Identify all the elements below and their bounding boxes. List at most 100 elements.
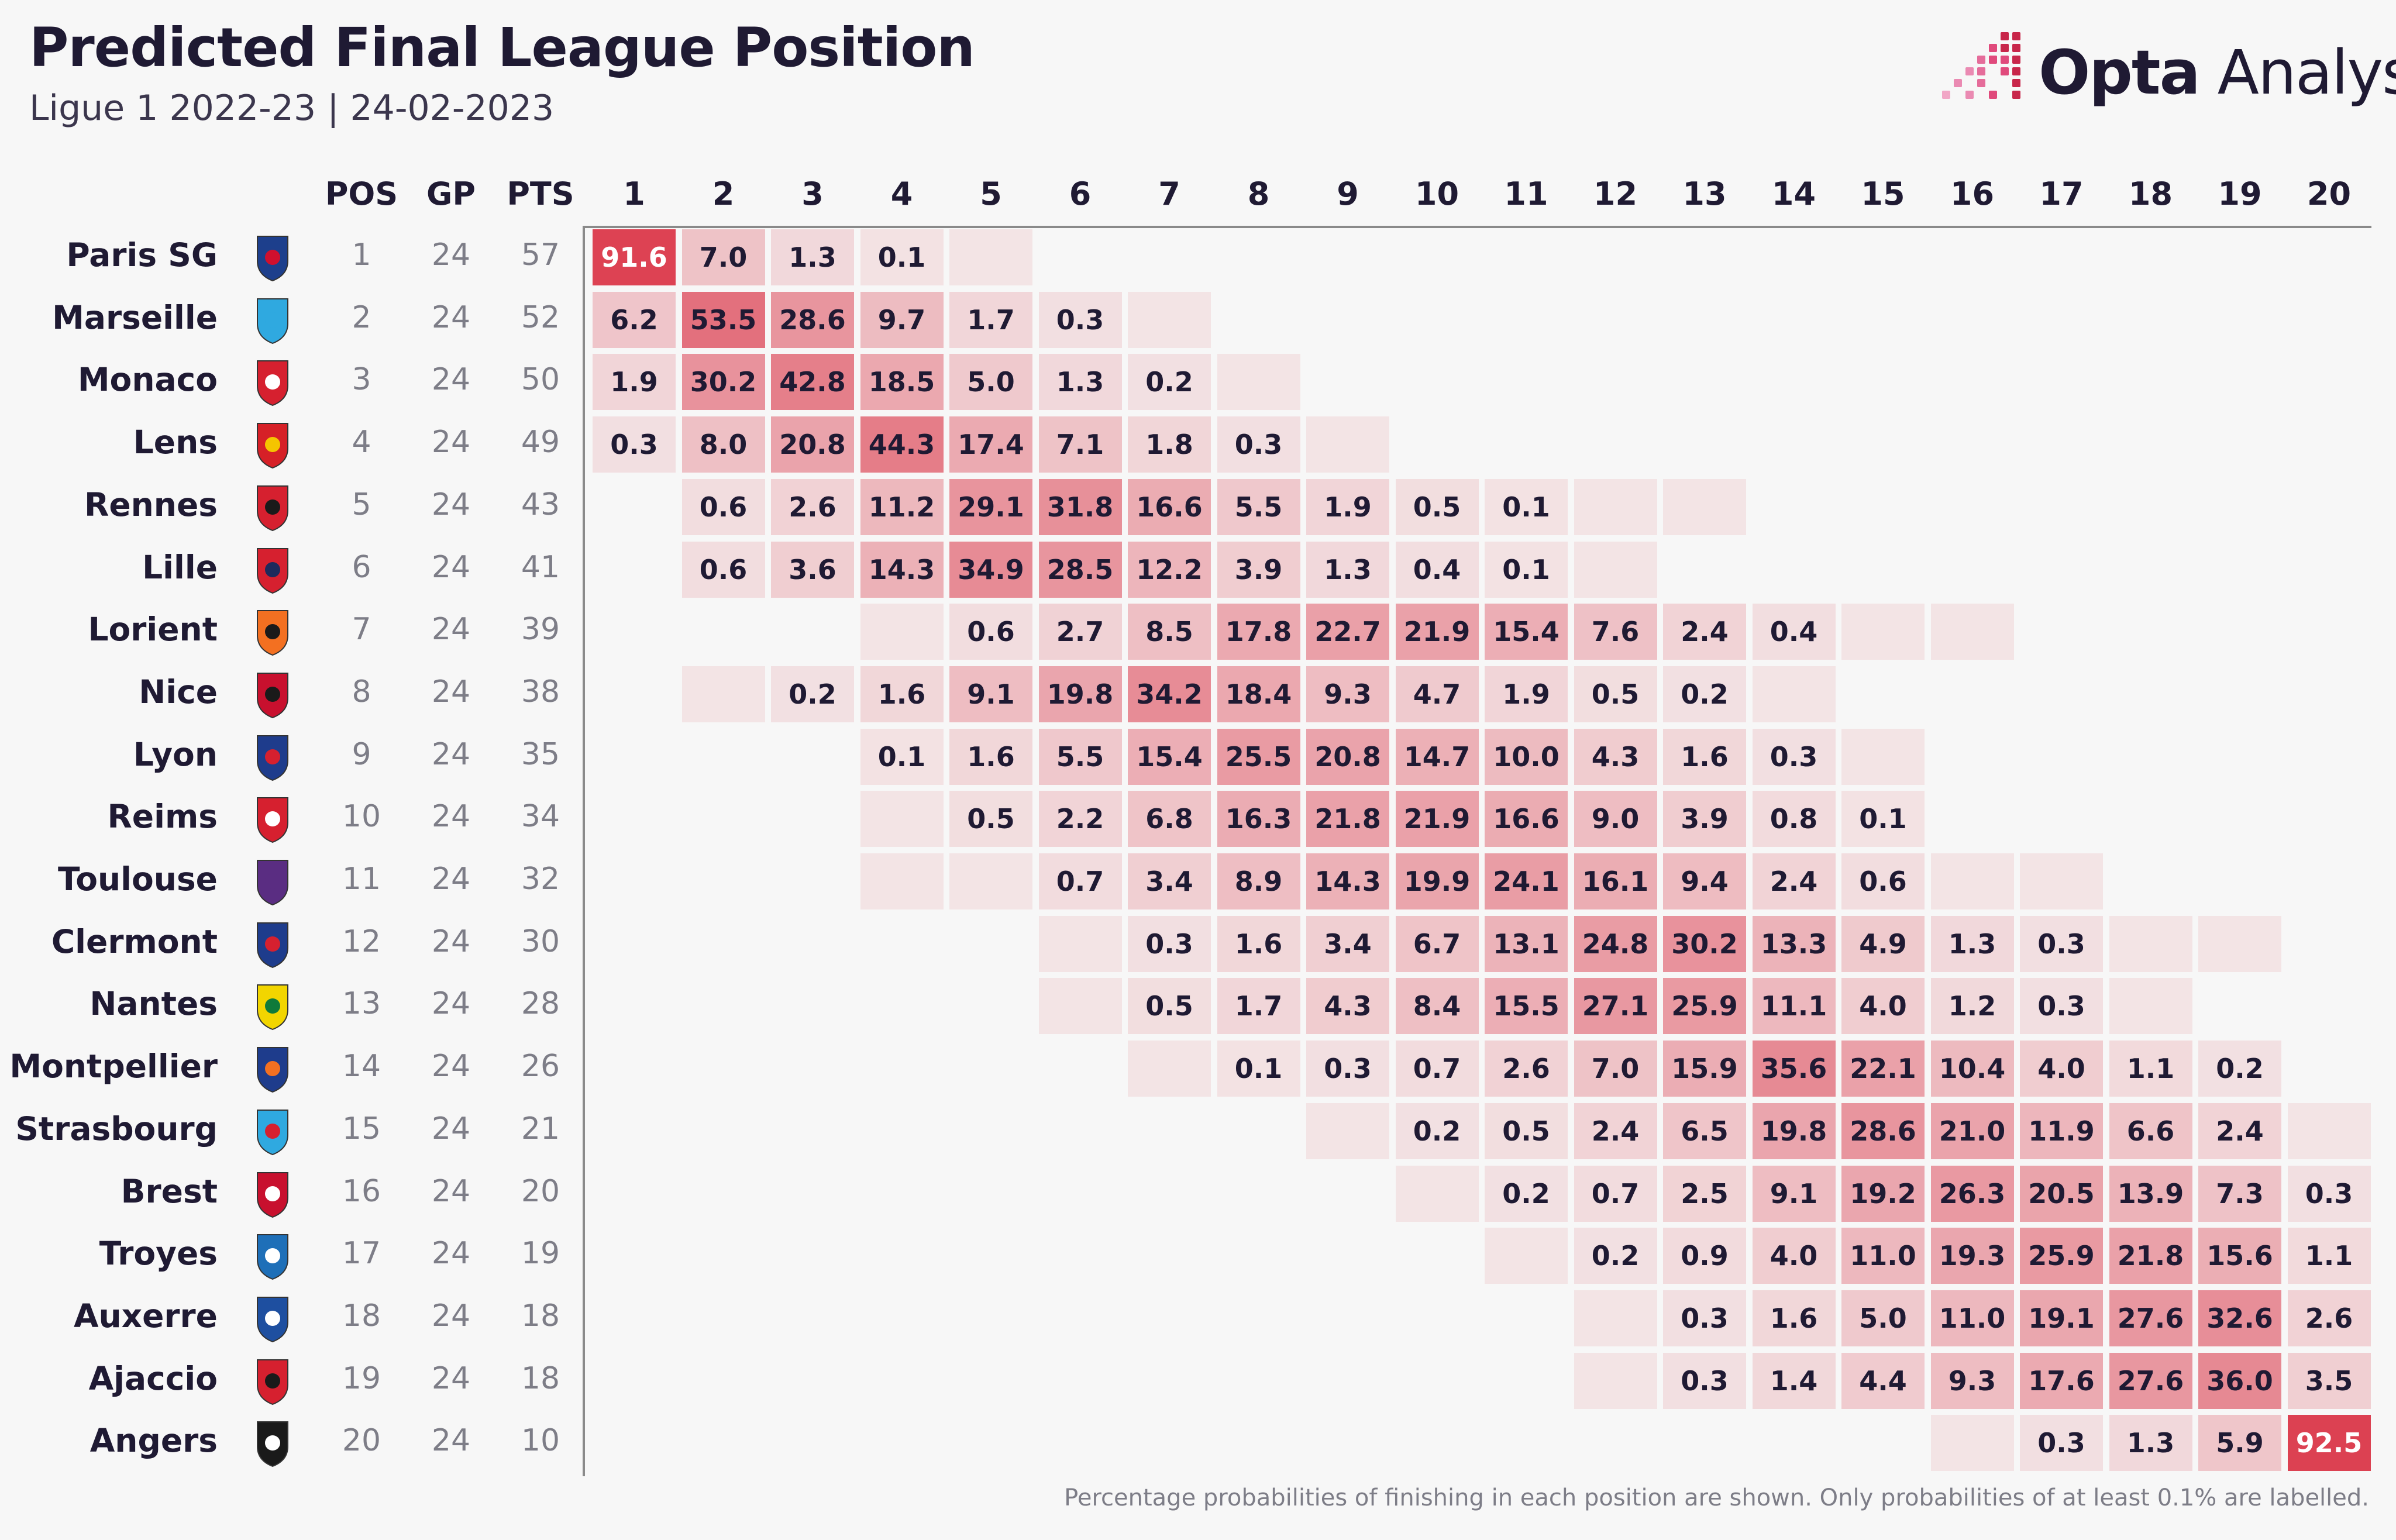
- heatmap-cell: 11.0: [1841, 1228, 1925, 1284]
- heatmap-cell: 20.5: [2020, 1165, 2103, 1222]
- heatmap-cell: [2109, 915, 2192, 972]
- heatmap-cell: [1663, 478, 1746, 535]
- heatmap-cell: 21.8: [2109, 1228, 2192, 1284]
- heatmap-cell: 0.7: [1395, 1041, 1479, 1097]
- stat-gp: 24: [431, 862, 471, 897]
- heatmap-cell: 92.5: [2287, 1415, 2371, 1472]
- heatmap-cell: 16.3: [1217, 791, 1300, 847]
- heatmap-cell: [1841, 604, 1925, 660]
- stat-gp: 24: [431, 549, 471, 585]
- stat-gp: 24: [431, 674, 471, 709]
- stat-pos: 12: [342, 924, 381, 959]
- heatmap-cell: 27.6: [2109, 1352, 2192, 1409]
- heatmap-cell: 19.3: [1930, 1228, 2014, 1284]
- stat-pos: 1: [352, 237, 371, 273]
- heatmap-cell: 2.7: [1038, 604, 1122, 660]
- heatmap-cell: 9.1: [949, 666, 1032, 722]
- stat-pts: 49: [521, 425, 560, 460]
- heatmap-cell: 21.9: [1395, 604, 1479, 660]
- stat-pos: 2: [352, 299, 371, 335]
- heatmap-cell: 26.3: [1930, 1165, 2014, 1222]
- reims-badge-icon: [257, 797, 288, 843]
- stat-pts: 19: [521, 1236, 560, 1272]
- heatmap-cell: 0.1: [860, 728, 944, 785]
- stat-pts: 32: [521, 862, 560, 897]
- heatmap-cell: 0.7: [1038, 853, 1122, 909]
- heatmap-cell: 7.3: [2198, 1165, 2281, 1222]
- heatmap-cell: 19.8: [1038, 666, 1122, 722]
- team-name: Lens: [133, 423, 218, 461]
- stat-pts: 20: [521, 1173, 560, 1209]
- brand-name-light: Analyst: [2217, 37, 2396, 108]
- column-header-pos-17: 17: [2039, 175, 2084, 212]
- heatmap-cell: 7.0: [1574, 1041, 1657, 1097]
- heatmap-cell: 0.3: [1128, 915, 1211, 972]
- heatmap-cell: 1.6: [1752, 1290, 1836, 1346]
- heatmap-cell: [1128, 1041, 1211, 1097]
- stat-pos: 17: [342, 1236, 381, 1272]
- heatmap-cell: 24.8: [1574, 915, 1657, 972]
- stat-gp: 24: [431, 1360, 471, 1396]
- heatmap-cell: 10.4: [1930, 1041, 2014, 1097]
- heatmap-cell: 15.9: [1663, 1041, 1746, 1097]
- axis-divider: [583, 226, 585, 1476]
- heatmap-cell: 1.7: [1217, 978, 1300, 1035]
- monaco-badge-icon: [257, 360, 288, 406]
- heatmap-cell: 6.7: [1395, 915, 1479, 972]
- heatmap-cell: 2.2: [1038, 791, 1122, 847]
- heatmap-cell: [1306, 1103, 1389, 1159]
- heatmap-cell: [1930, 853, 2014, 909]
- heatmap-cell: 1.3: [1306, 541, 1389, 598]
- heatmap-cell: 0.2: [1485, 1165, 1568, 1222]
- heatmap-cell: 19.2: [1841, 1165, 1925, 1222]
- team-name: Rennes: [84, 485, 218, 523]
- heatmap-cell: 5.0: [1841, 1290, 1925, 1346]
- brand-name: Opta Analyst: [2039, 37, 2396, 108]
- column-header-pos-12: 12: [1593, 175, 1638, 212]
- heatmap-cell: 13.1: [1485, 915, 1568, 972]
- footnote: Percentage probabilities of finishing in…: [1064, 1484, 2369, 1511]
- heatmap-cell: 30.2: [1663, 915, 1746, 972]
- heatmap-cell: 9.7: [860, 291, 944, 348]
- heatmap-cell: [1485, 1228, 1568, 1284]
- header-divider: [585, 226, 2371, 228]
- heatmap-cell: 0.6: [1841, 853, 1925, 909]
- heatmap-cell: [2109, 978, 2192, 1035]
- heatmap-cell: 1.3: [2109, 1415, 2192, 1472]
- heatmap-cell: 2.4: [1574, 1103, 1657, 1159]
- heatmap-cell: [1217, 354, 1300, 411]
- lorient-badge-icon: [257, 610, 288, 656]
- toulouse-badge-icon: [257, 860, 288, 906]
- stat-gp: 24: [431, 487, 471, 522]
- heatmap-cell: 3.4: [1306, 915, 1389, 972]
- heatmap-cell: [1395, 1165, 1479, 1222]
- stat-pos: 14: [342, 1049, 381, 1084]
- column-header-pos-19: 19: [2218, 175, 2262, 212]
- heatmap-cell: 28.5: [1038, 541, 1122, 598]
- brest-badge-icon: [257, 1172, 288, 1218]
- stat-pts: 39: [521, 612, 560, 647]
- heatmap-cell: 11.1: [1752, 978, 1836, 1035]
- stat-pts: 34: [521, 799, 560, 835]
- chart-subtitle: Ligue 1 2022-23 | 24-02-2023: [29, 88, 555, 129]
- heatmap-cell: 34.2: [1128, 666, 1211, 722]
- stat-gp: 24: [431, 1173, 471, 1209]
- nantes-badge-icon: [257, 984, 288, 1031]
- heatmap-cell: 0.2: [1663, 666, 1746, 722]
- heatmap-cell: 1.3: [771, 229, 854, 285]
- stat-pts: 41: [521, 549, 560, 585]
- heatmap-cell: 0.3: [1217, 416, 1300, 473]
- stat-pos: 13: [342, 986, 381, 1022]
- heatmap-cell: 20.8: [771, 416, 854, 473]
- heatmap-cell: 11.0: [1930, 1290, 2014, 1346]
- stat-pts: 35: [521, 736, 560, 772]
- heatmap-cell: 12.2: [1128, 541, 1211, 598]
- team-name: Troyes: [99, 1235, 218, 1273]
- team-name: Clermont: [51, 922, 218, 960]
- stat-gp: 24: [431, 1049, 471, 1084]
- heatmap-cell: 2.6: [1485, 1041, 1568, 1097]
- stat-pts: 52: [521, 299, 560, 335]
- stat-gp: 24: [431, 986, 471, 1022]
- heatmap-cell: 0.3: [1752, 728, 1836, 785]
- heatmap-cell: 17.8: [1217, 604, 1300, 660]
